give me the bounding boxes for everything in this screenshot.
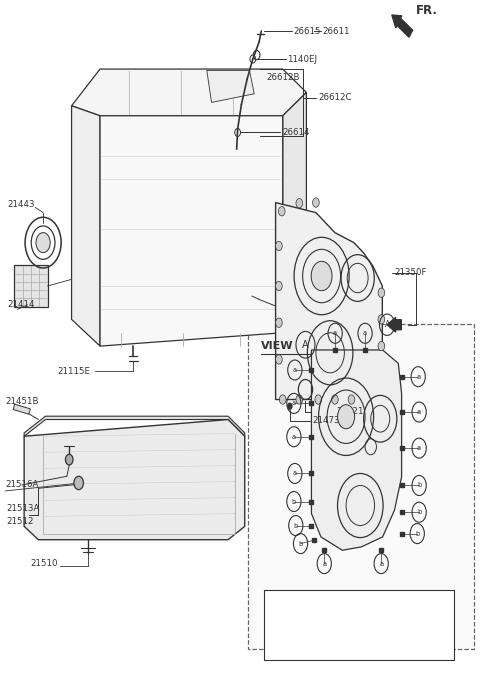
Text: 21512: 21512 (7, 517, 34, 526)
Text: b: b (309, 645, 313, 651)
Polygon shape (72, 69, 306, 116)
Circle shape (337, 405, 355, 429)
Polygon shape (207, 70, 254, 103)
Polygon shape (312, 350, 402, 550)
Text: 26614: 26614 (282, 128, 310, 137)
Text: 26612B: 26612B (266, 73, 300, 82)
Text: A: A (384, 320, 390, 329)
Circle shape (65, 454, 73, 465)
Text: 21421: 21421 (337, 407, 364, 416)
Text: b: b (294, 523, 298, 529)
Text: a: a (293, 367, 297, 373)
Text: 21443: 21443 (8, 200, 35, 209)
Text: a: a (309, 622, 313, 628)
Text: 26615: 26615 (294, 26, 321, 36)
Circle shape (288, 403, 292, 410)
Circle shape (378, 315, 384, 324)
Text: 21513A: 21513A (7, 504, 40, 513)
Text: a: a (379, 560, 383, 566)
Text: a: a (322, 560, 326, 566)
Circle shape (378, 341, 384, 351)
FancyBboxPatch shape (248, 324, 474, 648)
Text: PNC: PNC (397, 597, 415, 606)
FancyArrow shape (392, 15, 413, 37)
Circle shape (74, 477, 84, 489)
Circle shape (276, 241, 282, 251)
Text: 1140GD: 1140GD (390, 621, 422, 629)
Polygon shape (283, 93, 306, 333)
Text: a: a (292, 434, 296, 440)
Circle shape (276, 318, 282, 327)
Polygon shape (276, 203, 383, 400)
Circle shape (332, 395, 338, 404)
Text: a: a (416, 374, 420, 380)
Text: a: a (417, 445, 421, 451)
Text: 1140ER: 1140ER (391, 644, 421, 653)
Text: 21451B: 21451B (5, 397, 39, 406)
Text: 21115E: 21115E (57, 367, 90, 376)
Text: 21414: 21414 (8, 300, 35, 309)
Text: b: b (417, 483, 421, 489)
Circle shape (312, 198, 319, 208)
Circle shape (279, 395, 286, 404)
Circle shape (276, 355, 282, 364)
Text: b: b (415, 531, 420, 537)
Circle shape (278, 207, 285, 216)
Polygon shape (72, 105, 100, 346)
Circle shape (378, 288, 384, 297)
Text: 21473: 21473 (312, 416, 340, 425)
Text: A: A (302, 340, 309, 349)
Circle shape (296, 395, 302, 404)
Text: a: a (417, 409, 421, 415)
Circle shape (296, 199, 302, 208)
Text: 21510: 21510 (31, 558, 58, 568)
Polygon shape (13, 404, 30, 414)
Text: 26611: 26611 (322, 26, 349, 36)
Text: b: b (299, 541, 303, 547)
Text: 1140EJ: 1140EJ (288, 55, 317, 64)
Polygon shape (100, 116, 283, 346)
Text: VIEW: VIEW (261, 341, 294, 351)
Circle shape (276, 281, 282, 291)
Circle shape (315, 395, 322, 404)
Circle shape (311, 262, 332, 291)
Circle shape (36, 233, 50, 253)
Text: b: b (417, 509, 421, 515)
FancyArrow shape (387, 318, 401, 332)
FancyBboxPatch shape (14, 265, 48, 308)
Circle shape (348, 395, 355, 404)
Text: a: a (363, 331, 367, 336)
Polygon shape (24, 420, 245, 539)
Polygon shape (24, 416, 245, 436)
Text: b: b (292, 498, 296, 504)
Text: a: a (292, 400, 296, 406)
Text: a: a (293, 470, 297, 477)
Text: FR.: FR. (416, 4, 438, 17)
Text: 21350F: 21350F (394, 268, 427, 277)
Text: a: a (333, 331, 337, 336)
Text: 26612C: 26612C (318, 93, 352, 102)
Text: 21516A: 21516A (5, 481, 38, 489)
Text: SYMBOL: SYMBOL (292, 597, 330, 606)
FancyBboxPatch shape (264, 589, 454, 660)
